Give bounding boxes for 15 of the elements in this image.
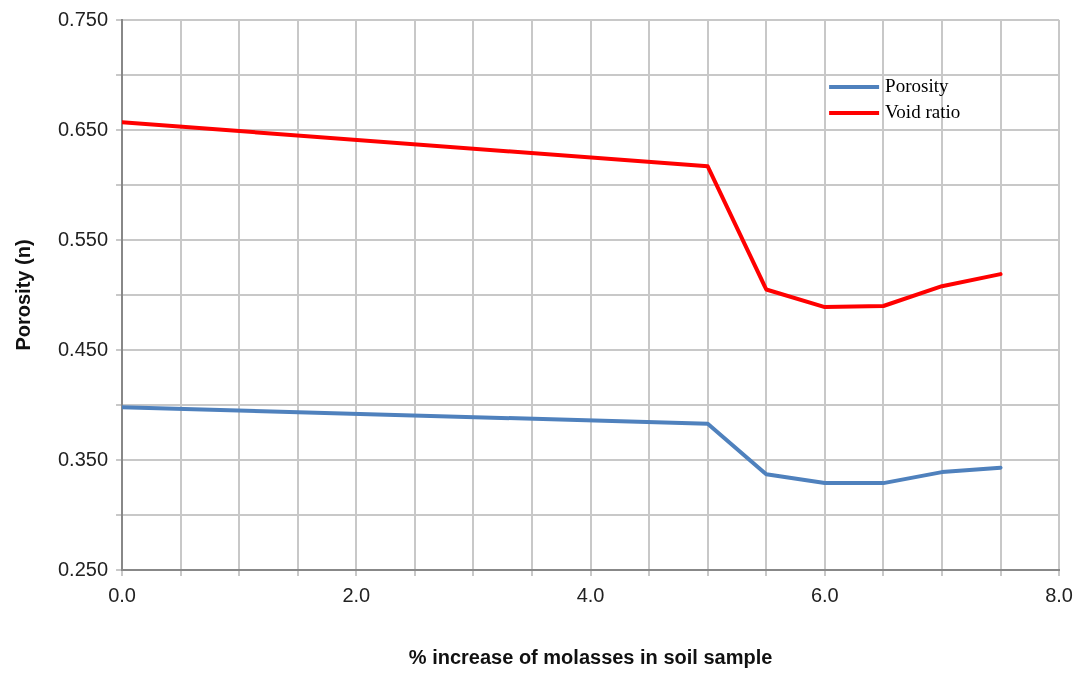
x-tick-label: 8.0 (1045, 583, 1073, 606)
x-tick-label: 6.0 (810, 583, 839, 606)
y-tick-label: 0.550 (57, 227, 109, 250)
y-tick-label: 0.650 (57, 117, 109, 140)
x-axis-title: % increase of molasses in soil sample (408, 645, 773, 668)
y-axis-title: Porosity (n) (11, 239, 34, 351)
y-tick-label: 0.450 (57, 337, 109, 360)
x-tick-label: 2.0 (342, 583, 371, 606)
y-tick-label: 0.750 (57, 7, 109, 30)
legend-label: Porosity (885, 74, 949, 96)
legend-label: Void ratio (885, 100, 961, 122)
y-tick-label: 0.350 (57, 447, 109, 470)
x-tick-label: 4.0 (576, 583, 605, 606)
y-tick-label: 0.250 (57, 557, 109, 580)
x-tick-label: 0.0 (108, 583, 136, 606)
